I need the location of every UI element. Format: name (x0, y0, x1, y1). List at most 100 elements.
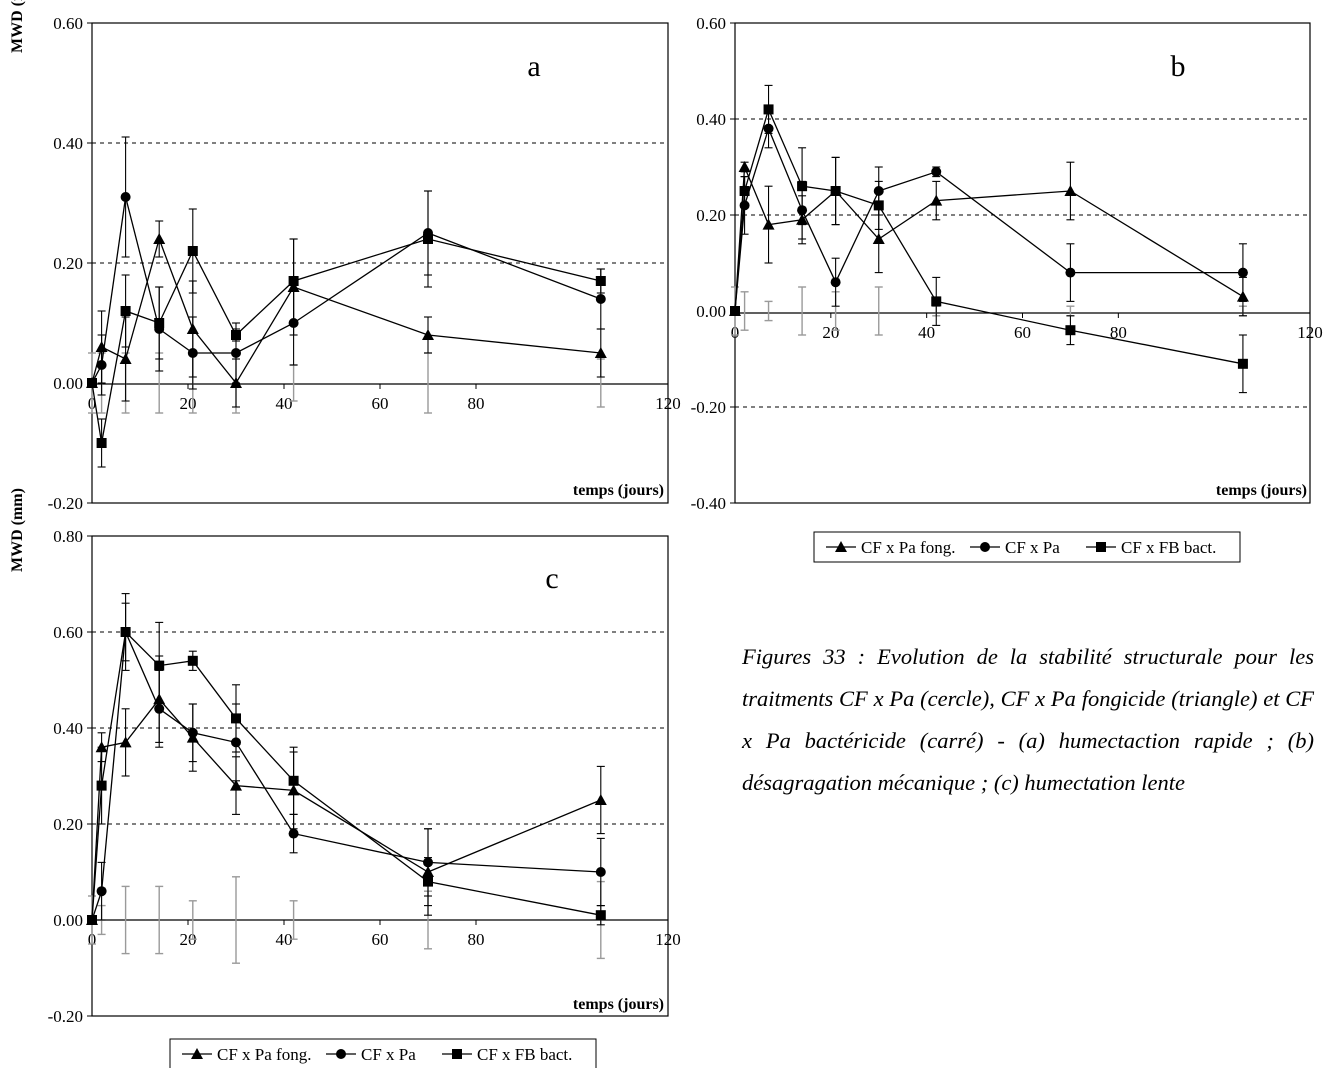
x-axis-label: temps (jours) (573, 996, 664, 1013)
data-point (154, 660, 165, 671)
data-point (230, 779, 242, 791)
series-circle (730, 108, 1248, 316)
data-point (96, 360, 107, 370)
legend-label: CF x FB bact. (477, 1045, 572, 1064)
data-point (1237, 358, 1248, 369)
legend-marker-circle (336, 1049, 346, 1059)
data-point (730, 306, 740, 316)
data-point (1064, 185, 1077, 196)
data-point (930, 194, 943, 206)
y-tick-label: 0.40 (53, 719, 83, 738)
data-point (931, 296, 942, 307)
data-point (96, 780, 107, 791)
y-tick-label: 0.40 (53, 134, 83, 153)
legend-marker-triangle (191, 1048, 203, 1059)
data-point (187, 348, 198, 358)
series-triangle (86, 220, 607, 408)
x-tick-label: 40 (276, 394, 293, 413)
x-tick-label: 60 (1014, 323, 1031, 342)
legend-label: CF x FB bact. (1121, 538, 1216, 557)
legend-marker-square (1096, 542, 1106, 552)
data-point (931, 166, 942, 177)
legend-label: CF x Pa fong. (861, 538, 955, 557)
y-tick-label: 0.00 (53, 374, 83, 393)
data-point (187, 246, 198, 256)
series-square (730, 84, 1248, 394)
data-point (87, 915, 97, 925)
y-axis-label: MWD (mm) (9, 488, 26, 572)
legend-label: CF x Pa (1005, 538, 1060, 557)
data-point (595, 867, 606, 877)
data-point (594, 347, 607, 358)
x-tick-label: 20 (180, 394, 197, 413)
x-tick-label: 40 (918, 323, 935, 342)
data-point (231, 713, 241, 724)
series-circle (87, 136, 606, 396)
data-point (738, 161, 751, 172)
data-point (763, 104, 774, 115)
x-tick-label: 20 (822, 323, 839, 342)
legend-marker-square (452, 1049, 462, 1059)
data-point (96, 438, 107, 448)
series-triangle (729, 156, 1249, 317)
data-point (830, 277, 841, 288)
series-line (91, 698, 602, 921)
data-point (595, 276, 606, 286)
data-point (873, 200, 884, 211)
series-line (734, 126, 1243, 312)
y-tick-label: 0.20 (53, 815, 83, 834)
data-point (423, 876, 433, 887)
x-axis-label: temps (jours) (573, 482, 664, 499)
panel-label: a (527, 50, 540, 83)
data-point (187, 655, 198, 666)
data-point (120, 306, 131, 316)
y-tick-label: -0.40 (691, 494, 726, 513)
data-point (231, 348, 241, 358)
data-point (119, 736, 132, 748)
data-point (872, 233, 885, 244)
x-tick-label: 120 (1297, 323, 1323, 342)
data-point (830, 186, 841, 196)
data-point (1237, 267, 1248, 278)
x-tick-label: 120 (655, 930, 681, 949)
data-point (154, 318, 165, 328)
data-point (595, 910, 606, 921)
x-tick-label: 80 (468, 394, 485, 413)
y-tick-label: -0.20 (48, 1007, 83, 1026)
x-axis-label: temps (jours) (1216, 482, 1307, 499)
series-line (91, 236, 601, 385)
series-circle (87, 593, 606, 925)
series-line (91, 631, 601, 921)
data-point (120, 627, 131, 637)
series-line (734, 166, 1244, 312)
data-point (595, 294, 606, 304)
series-square (87, 602, 606, 926)
data-point (797, 181, 808, 192)
data-point (288, 276, 299, 286)
data-point (120, 192, 131, 202)
data-point (422, 329, 434, 340)
data-point (1065, 267, 1076, 278)
x-tick-label: 120 (655, 394, 681, 413)
data-point (594, 794, 607, 805)
y-tick-label: 0.00 (696, 302, 726, 321)
data-point (762, 218, 775, 230)
panel-label: c (545, 562, 558, 595)
y-tick-label: 0.60 (53, 14, 83, 33)
y-tick-label: 0.40 (696, 110, 726, 129)
legend-marker-circle (980, 542, 990, 552)
y-tick-label: -0.20 (48, 494, 83, 513)
data-point (288, 828, 299, 839)
y-tick-label: 0.60 (53, 623, 83, 642)
x-tick-label: 80 (1110, 323, 1127, 342)
y-tick-label: -0.20 (691, 398, 726, 417)
series-line (91, 630, 601, 921)
data-point (1065, 325, 1076, 336)
data-point (96, 886, 107, 897)
x-tick-label: 60 (372, 394, 389, 413)
series-line (734, 107, 1244, 365)
legend-marker-triangle (835, 541, 847, 552)
data-point (288, 775, 299, 786)
data-point (187, 727, 198, 738)
